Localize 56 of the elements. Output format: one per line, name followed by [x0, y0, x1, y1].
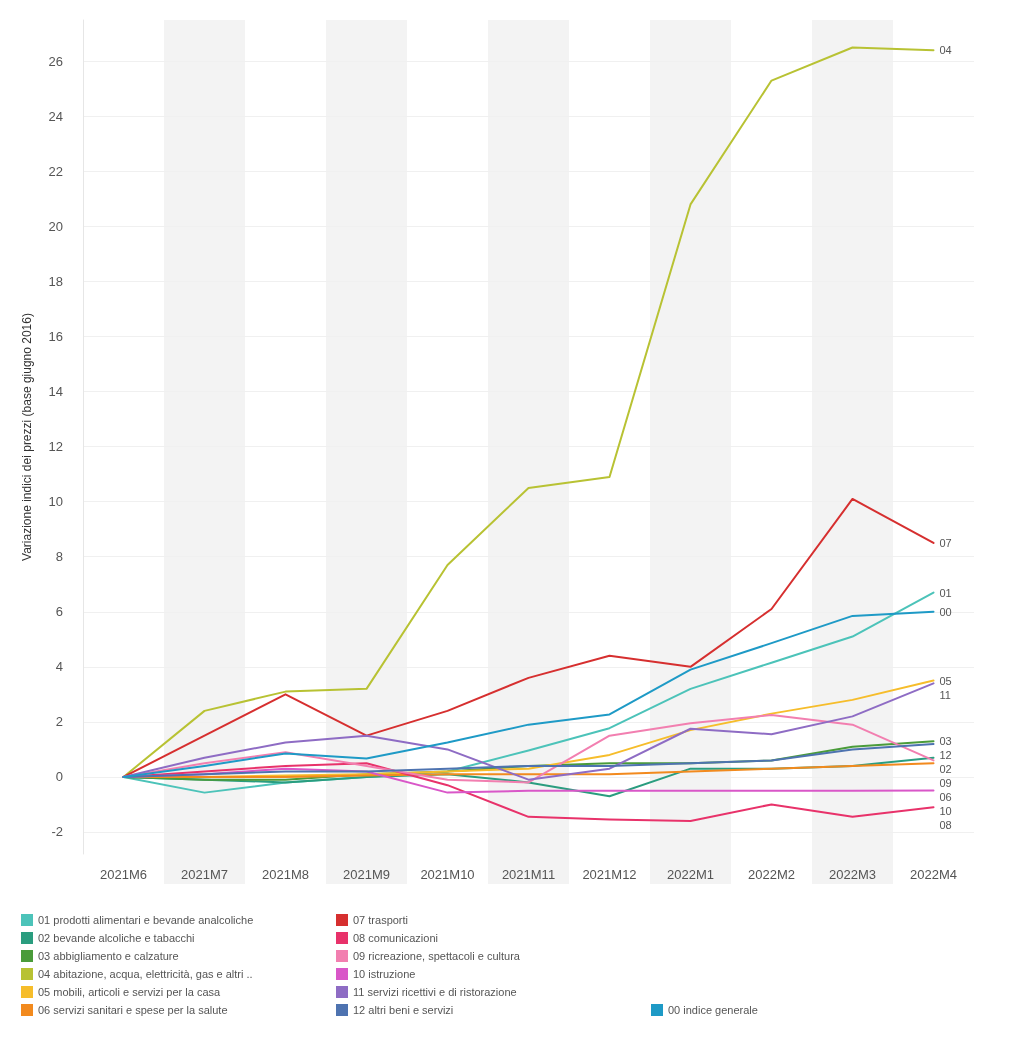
x-tick-label: 2021M11	[501, 867, 556, 882]
y-tick-label: 20	[48, 218, 63, 234]
annotation: 10	[939, 805, 952, 818]
annotation: 04	[939, 44, 952, 57]
annotation: 09	[939, 777, 952, 790]
annotation: 03	[939, 735, 952, 748]
y-axis-title: Variazione indici dei prezzi (base giugno 2016)	[20, 313, 34, 561]
legend-label: 07 trasporti	[353, 914, 409, 926]
y-tick-label: 14	[48, 384, 63, 400]
line-series	[122, 497, 935, 778]
y-tick-label: 22	[48, 163, 63, 179]
y-tick-label: 8	[55, 549, 63, 565]
legend-label: 12 altri beni e servizi	[353, 1004, 454, 1016]
line-series	[122, 46, 935, 778]
y-tick-label: -2	[51, 824, 63, 840]
legend-label: 09 ricreazione, spettacoli e cultura	[353, 950, 521, 962]
x-tick-label: 2021M7	[181, 867, 228, 882]
x-tick-label: 2021M10	[420, 867, 475, 882]
legend-label: 02 bevande alcoliche e tabacchi	[38, 932, 195, 944]
annotation: 02	[939, 763, 952, 776]
x-tick-label: 2021M9	[343, 867, 390, 882]
annotation: 11	[939, 688, 951, 701]
annotation: 00	[939, 605, 952, 618]
x-tick-label: 2021M6	[100, 867, 147, 882]
y-tick-label: 0	[55, 769, 63, 785]
y-tick-label: 2	[55, 714, 63, 730]
y-tick-label: 18	[48, 273, 63, 289]
legend-label: 08 comunicazioni	[353, 932, 438, 944]
y-tick-label: 4	[55, 659, 63, 675]
annotation: 08	[939, 819, 952, 832]
legend-label: 01 prodotti alimentari e bevande analcoliche	[38, 914, 254, 926]
y-tick-label: 10	[48, 494, 63, 510]
x-tick-label: 2021M8	[262, 867, 309, 882]
legend-label: 00 indice generale	[668, 1004, 758, 1016]
y-tick-label: 24	[48, 108, 63, 124]
line-series	[122, 610, 935, 778]
annotation: 01	[939, 586, 952, 599]
x-tick-label: 2022M4	[910, 867, 957, 882]
legend-label: 05 mobili, articoli e servizi per la casa	[38, 986, 222, 998]
legend-label: 03 abbigliamento e calzature	[38, 950, 179, 962]
legend-label: 06 servizi sanitari e spese per la salute	[38, 1004, 228, 1016]
x-tick-label: 2021M12	[582, 867, 637, 882]
y-tick-label: 26	[48, 53, 63, 69]
annotation: 12	[939, 749, 952, 762]
x-tick-label: 2022M2	[748, 867, 795, 882]
y-tick-label: 16	[48, 329, 63, 345]
annotation: 06	[939, 791, 952, 804]
x-tick-label: 2022M1	[667, 867, 714, 882]
x-tick-label: 2022M3	[829, 867, 876, 882]
annotation: 07	[939, 536, 952, 549]
y-tick-label: 6	[55, 604, 63, 620]
annotation: 05	[939, 674, 952, 687]
legend-label: 10 istruzione	[353, 968, 416, 980]
y-tick-label: 12	[48, 439, 63, 455]
legend-label: 11 servizi ricettivi e di ristorazione	[353, 986, 517, 998]
legend-label: 04 abitazione, acqua, elettricità, gas e altri ..	[38, 968, 253, 980]
